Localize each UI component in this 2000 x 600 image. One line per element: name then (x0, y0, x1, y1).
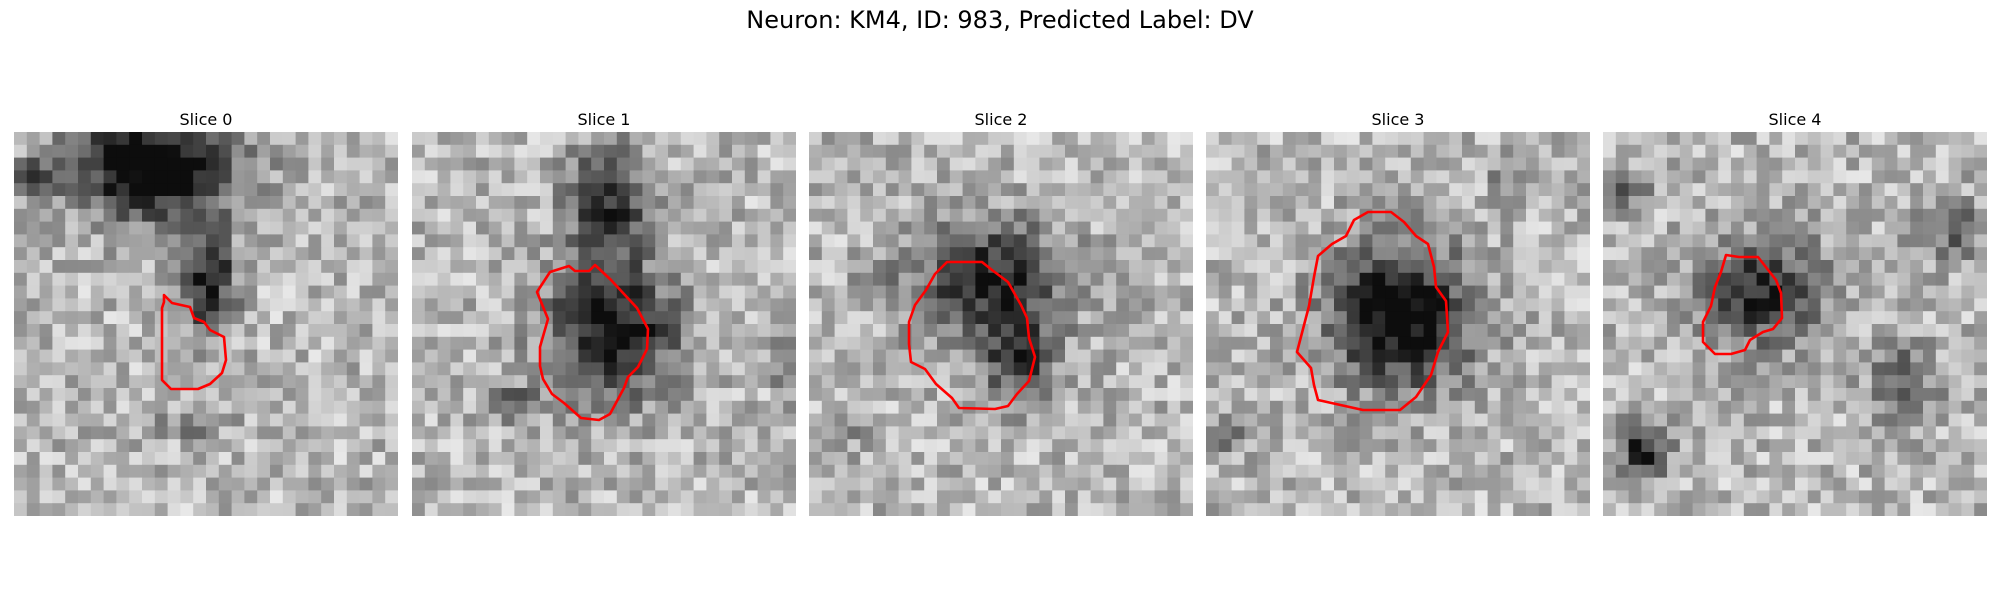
slice-title: Slice 3 (1371, 110, 1425, 129)
figure-title: Neuron: KM4, ID: 983, Predicted Label: D… (746, 6, 1254, 34)
slice-image (809, 132, 1193, 516)
slice-title: Slice 1 (577, 110, 631, 129)
slice-title: Slice 0 (179, 110, 233, 129)
roi-contour (907, 260, 1037, 411)
slice-title: Slice 4 (1768, 110, 1822, 129)
slice-image (14, 132, 398, 516)
slice-panel-0: Slice 0 (14, 108, 398, 516)
slice-panel-3: Slice 3 (1206, 108, 1590, 516)
roi-contour (1295, 210, 1450, 412)
slice-image (1206, 132, 1590, 516)
roi-contour (160, 293, 228, 391)
slice-image (412, 132, 796, 516)
roi-contour (535, 263, 650, 422)
slice-panel-2: Slice 2 (809, 108, 1193, 516)
slice-image (1603, 132, 1987, 516)
roi-contour (1701, 253, 1784, 356)
slice-title: Slice 2 (974, 110, 1028, 129)
slice-panel-1: Slice 1 (412, 108, 796, 516)
slice-panel-4: Slice 4 (1603, 108, 1987, 516)
